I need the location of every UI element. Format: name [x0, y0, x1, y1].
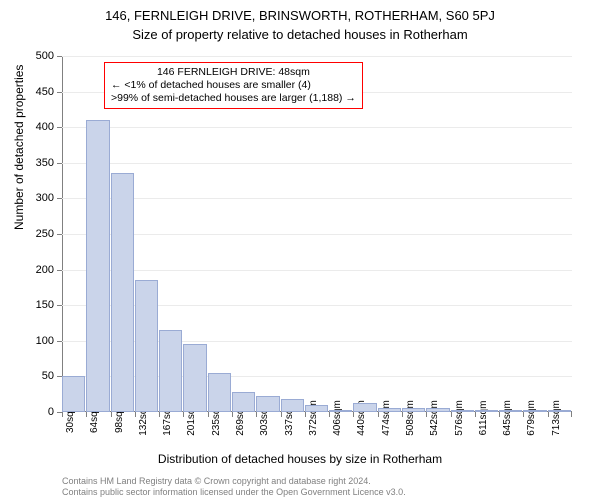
x-tick-label: 406sqm	[332, 400, 343, 436]
y-tick-label: 50	[42, 370, 54, 382]
histogram-bar	[208, 373, 231, 412]
x-tick-label: 508sqm	[405, 400, 416, 436]
histogram-bar	[281, 399, 304, 412]
histogram-bar	[135, 280, 158, 412]
y-tick	[57, 56, 62, 57]
x-tick-label: 713sqm	[551, 400, 562, 436]
chart-container: 146, FERNLEIGH DRIVE, BRINSWORTH, ROTHER…	[0, 0, 600, 500]
y-tick-label: 200	[36, 264, 54, 276]
y-tick-label: 250	[36, 228, 54, 240]
y-tick-label: 0	[48, 406, 54, 418]
y-axis-label: Number of detached properties	[12, 65, 26, 230]
histogram-bar	[402, 408, 425, 412]
x-tick-label: 474sqm	[381, 400, 392, 436]
x-tick	[475, 412, 476, 417]
y-tick	[57, 234, 62, 235]
y-tick	[57, 127, 62, 128]
histogram-bar	[548, 410, 571, 412]
x-tick	[111, 412, 112, 417]
y-tick	[57, 198, 62, 199]
x-tick	[402, 412, 403, 417]
x-tick	[499, 412, 500, 417]
y-tick-label: 400	[36, 121, 54, 133]
x-tick-label: 679sqm	[526, 400, 537, 436]
footer: Contains HM Land Registry data © Crown c…	[62, 476, 406, 498]
y-tick-label: 350	[36, 157, 54, 169]
y-tick	[57, 305, 62, 306]
x-tick	[281, 412, 282, 417]
x-tick-label: 611sqm	[478, 401, 489, 436]
title-main: 146, FERNLEIGH DRIVE, BRINSWORTH, ROTHER…	[0, 0, 600, 23]
x-tick	[378, 412, 379, 417]
y-tick	[57, 270, 62, 271]
histogram-bar	[451, 410, 474, 412]
x-tick	[135, 412, 136, 417]
histogram-bar	[499, 410, 522, 412]
x-tick	[208, 412, 209, 417]
footer-line2: Contains public sector information licen…	[62, 487, 406, 498]
grid-line	[62, 163, 572, 164]
x-tick	[232, 412, 233, 417]
x-tick	[183, 412, 184, 417]
x-tick	[571, 412, 572, 417]
x-tick	[451, 412, 452, 417]
histogram-bar	[426, 408, 449, 412]
histogram-bar	[475, 410, 498, 412]
marker-line1: ← <1% of detached houses are smaller (4)	[111, 79, 356, 92]
chart-area: 05010015020025030035040045050030sqm64sqm…	[62, 56, 572, 412]
y-tick-label: 150	[36, 299, 54, 311]
histogram-bar	[159, 330, 182, 412]
marker-line2: >99% of semi-detached houses are larger …	[111, 92, 356, 105]
x-tick-label: 645sqm	[502, 400, 513, 436]
histogram-bar	[329, 410, 352, 412]
histogram-bar	[111, 173, 134, 412]
grid-line	[62, 56, 572, 57]
y-tick	[57, 341, 62, 342]
histogram-bar	[62, 376, 85, 412]
y-tick-label: 450	[36, 86, 54, 98]
marker-annotation: 146 FERNLEIGH DRIVE: 48sqm← <1% of detac…	[104, 62, 363, 109]
grid-line	[62, 198, 572, 199]
y-tick-label: 300	[36, 192, 54, 204]
histogram-bar	[256, 396, 279, 412]
y-tick-label: 100	[36, 335, 54, 347]
x-tick	[548, 412, 549, 417]
x-tick-label: 576sqm	[454, 400, 465, 436]
title-sub: Size of property relative to detached ho…	[0, 23, 600, 42]
marker-title: 146 FERNLEIGH DRIVE: 48sqm	[111, 66, 356, 79]
y-tick	[57, 92, 62, 93]
histogram-bar	[86, 120, 109, 412]
x-tick-label: 542sqm	[429, 400, 440, 436]
histogram-bar	[305, 405, 328, 412]
x-tick	[86, 412, 87, 417]
y-tick-label: 500	[36, 50, 54, 62]
x-tick	[426, 412, 427, 417]
x-tick	[256, 412, 257, 417]
histogram-bar	[353, 403, 376, 412]
footer-line1: Contains HM Land Registry data © Crown c…	[62, 476, 406, 487]
x-axis-label: Distribution of detached houses by size …	[0, 452, 600, 466]
grid-line	[62, 234, 572, 235]
x-tick	[62, 412, 63, 417]
histogram-bar	[232, 392, 255, 412]
histogram-bar	[523, 410, 546, 412]
histogram-bar	[378, 408, 401, 412]
x-tick	[329, 412, 330, 417]
histogram-bar	[183, 344, 206, 412]
x-tick	[523, 412, 524, 417]
x-tick	[159, 412, 160, 417]
y-tick	[57, 163, 62, 164]
grid-line	[62, 127, 572, 128]
grid-line	[62, 270, 572, 271]
x-tick	[353, 412, 354, 417]
x-tick	[305, 412, 306, 417]
